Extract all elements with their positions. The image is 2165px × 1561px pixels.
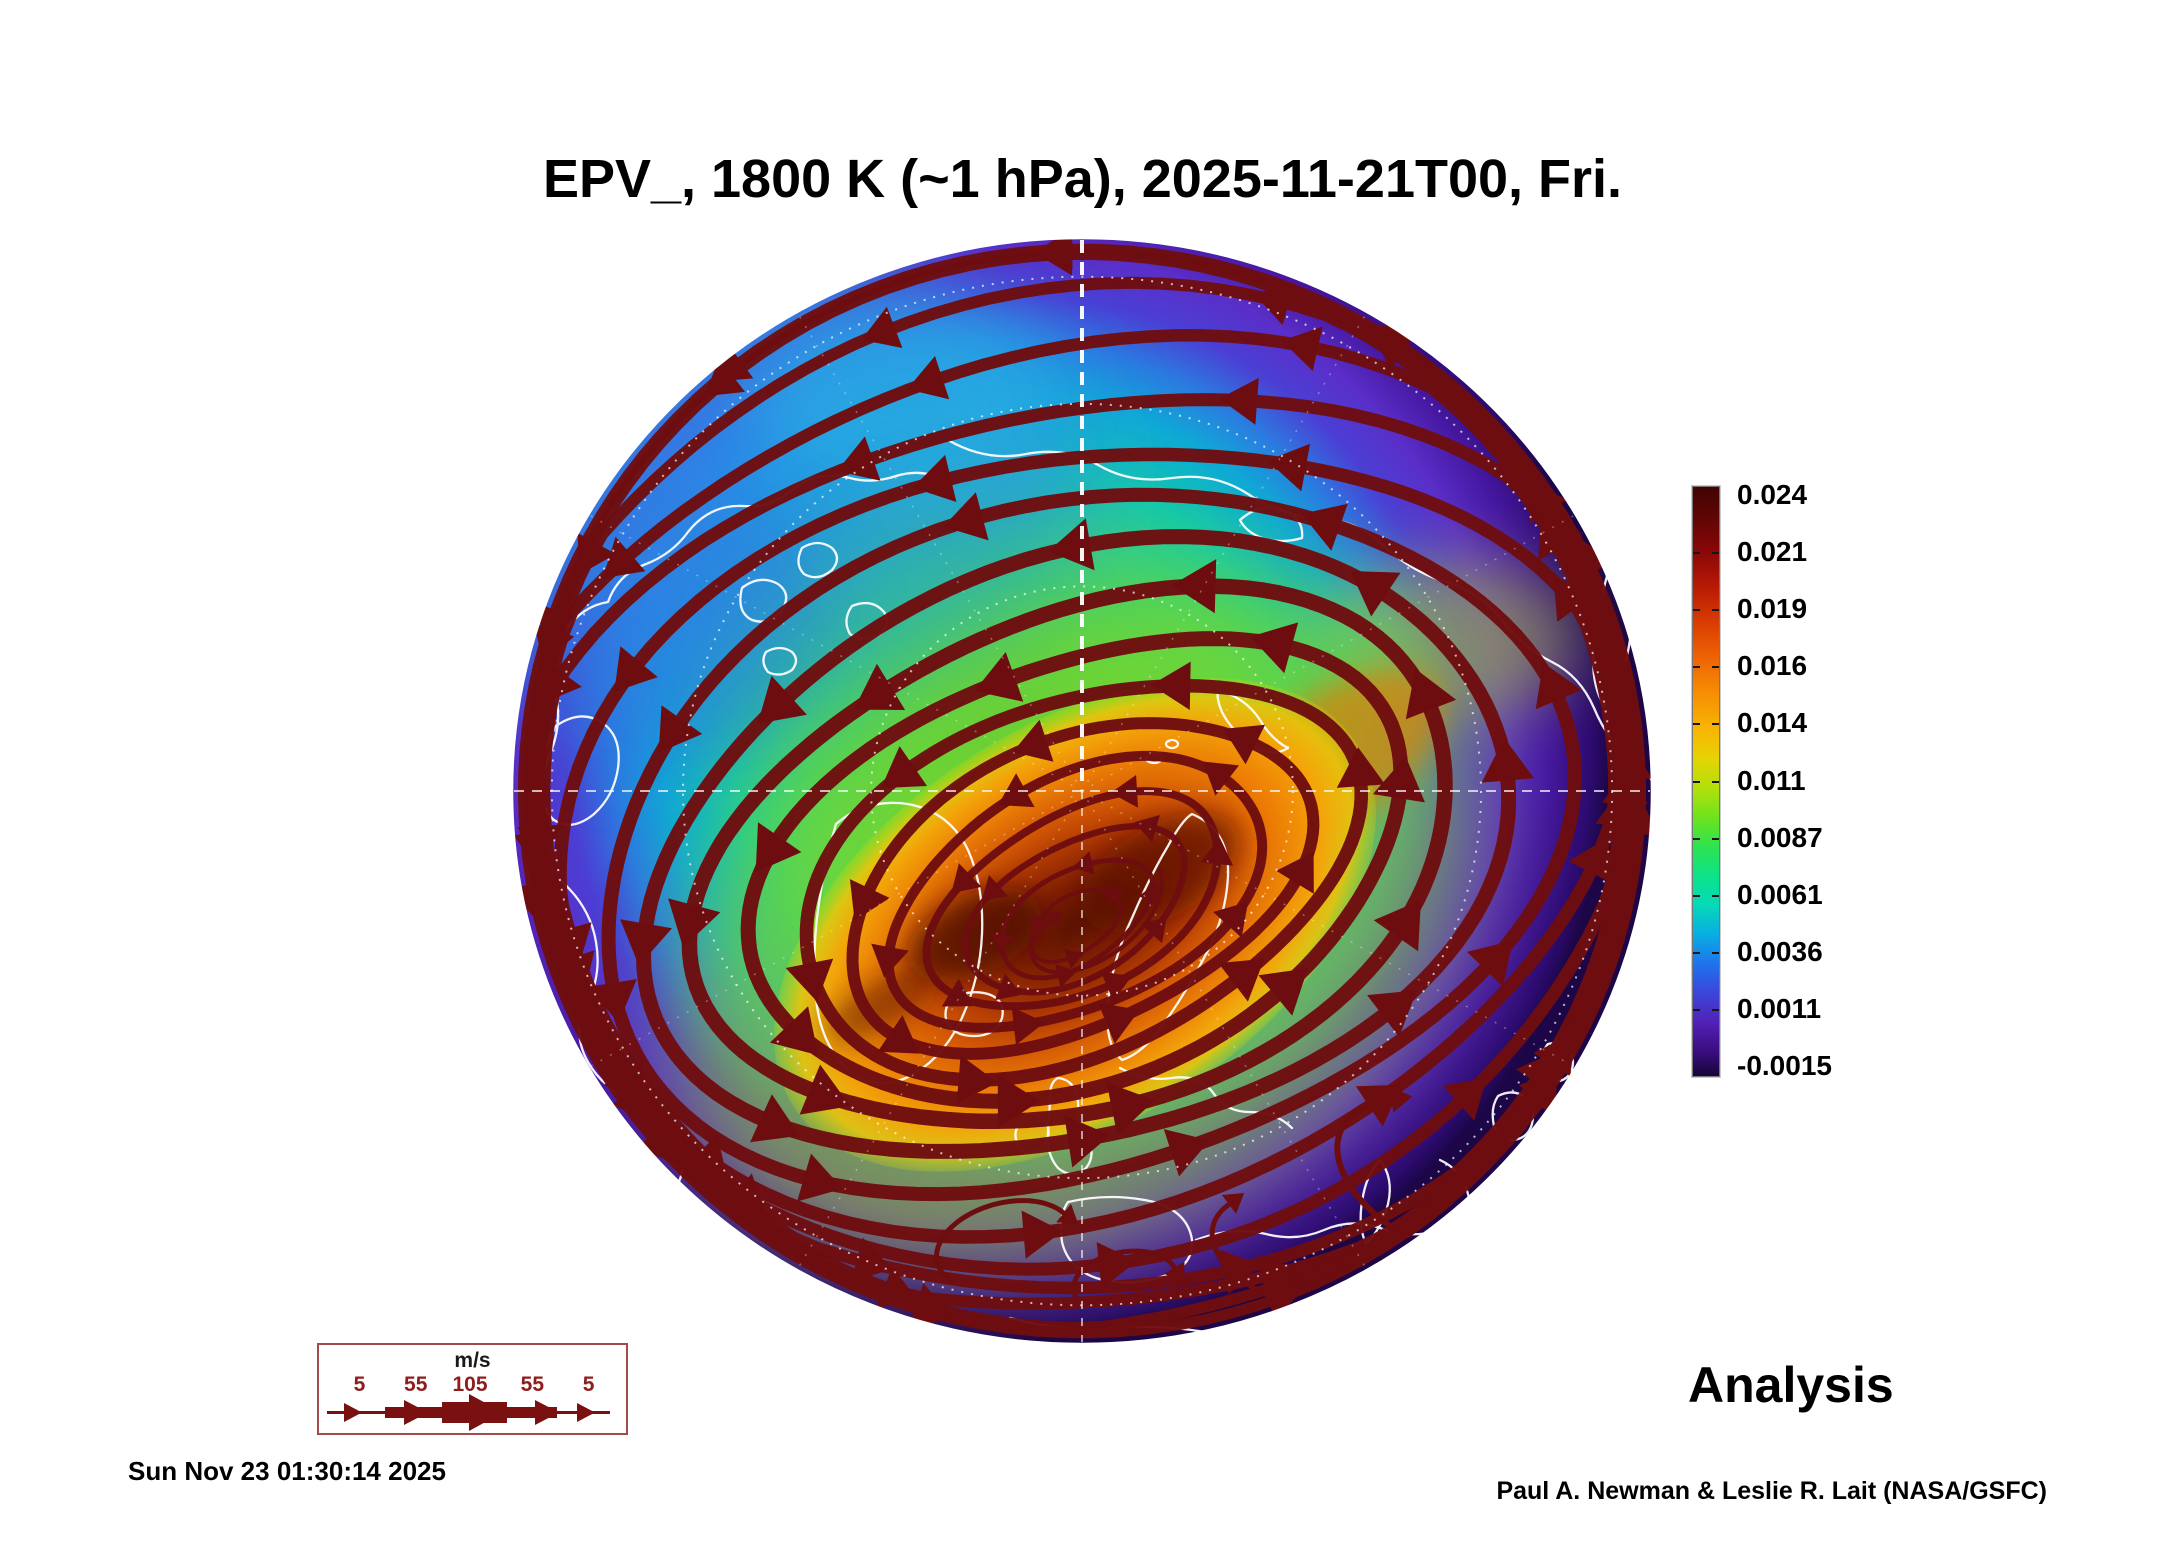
colorbar-tick-mark — [1693, 837, 1700, 840]
coast-arctic-island — [762, 646, 798, 676]
graticule — [514, 240, 1650, 1342]
page-title: EPV_, 1800 K (~1 hPa), 2025-11-21T00, Fr… — [542, 149, 1623, 209]
creation-timestamp: Sun Nov 23 01:30:14 2025 — [128, 1456, 446, 1486]
wind-speed-legend: m/s 5 55 105 55 5 — [317, 1343, 628, 1435]
colorbar-tick-mark — [1693, 552, 1700, 555]
colorbar-tick-label: 0.0087 — [1737, 821, 1823, 853]
colorbar-tick-mark — [1693, 780, 1700, 783]
wind-speed-label: 5 — [582, 1373, 595, 1396]
colorbar-tick-mark — [1712, 894, 1719, 897]
colorbar-tick-mark — [1693, 1008, 1700, 1011]
colorbar-tick-mark — [1693, 951, 1700, 954]
colorbar-tick-label: 0.011 — [1737, 764, 1806, 796]
credit-line: Paul A. Newman & Leslie R. Lait (NASA/GS… — [1496, 1477, 2047, 1505]
colorbar-tick-label: 0.014 — [1737, 707, 1808, 739]
colorbar-tick-label: 0.016 — [1737, 650, 1808, 682]
colorbar-tick-label: 0.0036 — [1737, 935, 1823, 967]
wind-speed-label: 5 — [353, 1373, 366, 1396]
coast-scandinavia — [1106, 812, 1230, 1062]
analysis-label: Analysis — [1688, 1357, 1894, 1413]
wind-speed-label: 55 — [520, 1373, 545, 1396]
wind-speed-label: 105 — [452, 1373, 488, 1396]
colorbar-tick-label: 0.0061 — [1737, 878, 1823, 910]
colorbar-tick-mark — [1693, 723, 1700, 726]
coast-north-america — [540, 471, 946, 840]
wind-units-label: m/s — [454, 1349, 491, 1372]
colorbar-tick-label: 0.021 — [1737, 536, 1808, 568]
colorbar-tick-mark — [1712, 723, 1719, 726]
colorbar-tick-mark — [1693, 894, 1700, 897]
colorbar-tick-label: 0.024 — [1737, 479, 1808, 510]
colorbar-gradient — [1692, 486, 1720, 1077]
colorbar-tick-mark — [1693, 666, 1700, 669]
colorbar-tick-mark — [1712, 837, 1719, 840]
wind-arrow-glyph — [327, 1394, 610, 1431]
colorbar-tick-label: -0.0015 — [1737, 1050, 1832, 1081]
wind-streamlines — [512, 238, 1652, 1339]
colorbar-tick-mark — [1712, 609, 1719, 612]
colorbar-tick-mark — [1712, 780, 1719, 783]
colorbar: 0.024 0.021 0.019 0.016 0.014 0.011 0.0087 0.00… — [1692, 479, 1832, 1081]
colorbar-tick-mark — [1712, 666, 1719, 669]
colorbar-tick-mark — [1712, 951, 1719, 954]
colorbar-tick-mark — [1712, 552, 1719, 555]
wind-speed-label: 55 — [404, 1373, 428, 1396]
coast-arctic-island — [797, 541, 839, 579]
colorbar-tick-label: 0.0011 — [1737, 992, 1822, 1024]
map-boundary — [510, 236, 1654, 1346]
colorbar-tick-mark — [1693, 609, 1700, 612]
colorbar-tick-label: 0.019 — [1737, 593, 1808, 625]
colorbar-tick-mark — [1712, 1008, 1719, 1011]
